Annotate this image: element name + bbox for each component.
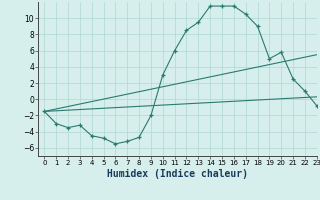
X-axis label: Humidex (Indice chaleur): Humidex (Indice chaleur) xyxy=(107,169,248,179)
